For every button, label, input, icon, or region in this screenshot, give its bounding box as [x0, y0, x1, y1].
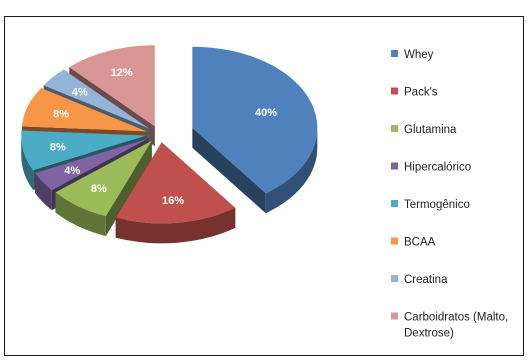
slice-top	[69, 45, 155, 127]
data-label: 8%	[53, 108, 69, 120]
chart-frame: 40% 16% 8% 4% 8% 8% 4% 12% Whey Pack's Glutamina H…	[4, 16, 524, 356]
data-label: 8%	[50, 142, 66, 154]
slice-wall	[192, 127, 266, 214]
legend-label: Termogênico	[404, 199, 470, 211]
legend-swatch	[391, 275, 398, 282]
legend-swatch	[391, 162, 398, 170]
slice-side	[265, 127, 318, 214]
legend-swatch	[391, 200, 398, 207]
data-label: 4%	[64, 165, 80, 177]
data-label: 16%	[162, 195, 184, 207]
slice-top	[35, 138, 149, 191]
slice-top	[21, 130, 147, 171]
legend-item: Whey	[391, 49, 434, 61]
legend-label: Dextrose)	[404, 328, 454, 340]
slice-side	[35, 172, 52, 211]
legend-item: Carboidratos (Malto, Dextrose)	[391, 312, 508, 340]
legend-swatch	[391, 87, 398, 95]
legend-item: Creatina	[391, 274, 448, 286]
slice-top	[21, 88, 147, 132]
slice-side	[21, 135, 34, 191]
legend-swatch	[391, 50, 398, 57]
data-label: 4%	[72, 86, 88, 98]
legend-item: BCAA	[391, 237, 436, 249]
legend: Whey Pack's Glutamina Hipercalórico Termogên…	[391, 49, 508, 340]
legend-swatch	[391, 125, 398, 132]
legend-label: Pack's	[404, 87, 438, 99]
legend-label: BCAA	[404, 237, 436, 249]
legend-swatch	[391, 312, 398, 320]
slice-top	[43, 69, 150, 129]
slice-2	[55, 140, 152, 237]
legend-item: Termogênico	[391, 199, 470, 211]
slice-top	[115, 142, 236, 224]
slice-side	[115, 207, 236, 244]
slice-top	[192, 46, 318, 194]
legend-item: Hipercalórico	[391, 162, 471, 174]
legend-label: Carboidratos (Malto,	[404, 312, 508, 324]
data-label: 40%	[255, 107, 277, 119]
legend-label: Creatina	[404, 274, 448, 286]
legend-item: Pack's	[391, 87, 438, 99]
slice-1	[115, 142, 236, 244]
slice-0	[192, 46, 318, 214]
legend-item: Glutamina	[391, 124, 457, 136]
pie-chart: 40%16%8%4%8%8%4%12% WheyPack'sGlutaminaH…	[21, 45, 508, 340]
legend-label: Whey	[404, 49, 434, 61]
data-label: 12%	[111, 67, 133, 79]
legend-swatch	[391, 237, 398, 245]
slice-top	[55, 140, 152, 217]
legend-label: Glutamina	[404, 124, 457, 136]
data-label: 8%	[91, 183, 107, 195]
pie-group: 40%16%8%4%8%8%4%12%	[21, 45, 318, 244]
legend-label: Hipercalórico	[404, 162, 471, 174]
slice-side	[55, 192, 106, 237]
